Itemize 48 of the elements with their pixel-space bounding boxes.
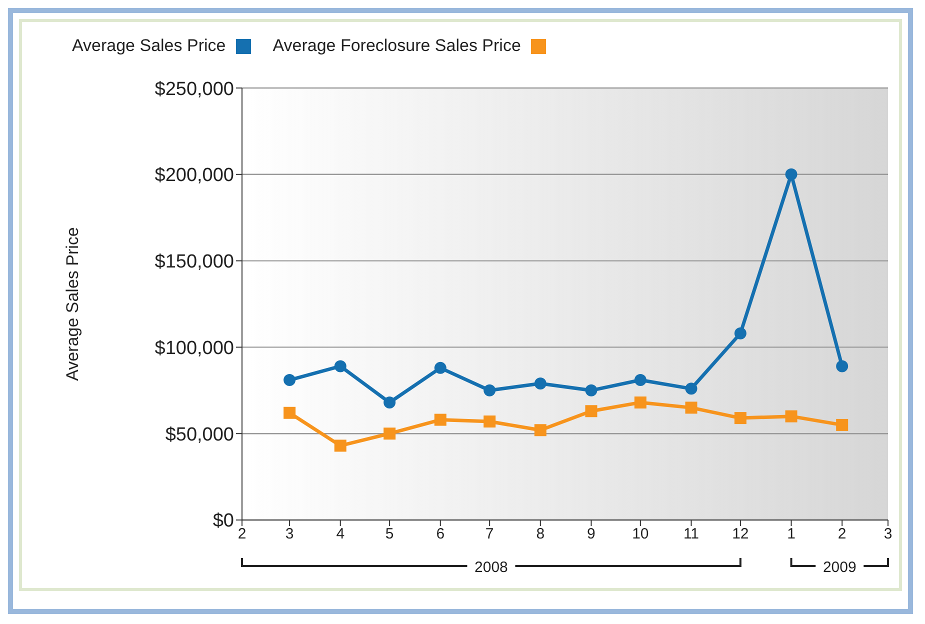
y-axis-title: Average Sales Price [63, 227, 82, 381]
y-tick-label: $0 [212, 510, 234, 532]
point [484, 384, 496, 396]
x-tick-label: 2 [238, 526, 246, 543]
x-tick-label: 9 [587, 526, 596, 543]
point [534, 377, 546, 390]
point [634, 396, 646, 408]
x-tick-label: 1 [787, 526, 796, 543]
point [785, 410, 798, 422]
y-tick-label: $50,000 [165, 424, 234, 446]
point [585, 405, 598, 418]
legend-label: Average Foreclosure Sales Price [272, 36, 521, 56]
x-tick-label: 7 [485, 526, 494, 543]
point [585, 384, 598, 396]
x-tick-label: 6 [436, 526, 445, 543]
x-tick-label: 2 [838, 526, 846, 543]
x-tick-label: 5 [385, 526, 394, 543]
y-tick-label: $250,000 [154, 78, 234, 100]
point [734, 412, 746, 424]
point [334, 360, 346, 372]
point [634, 374, 646, 386]
legend-label: Average Sales Price [72, 36, 226, 56]
point [685, 402, 698, 414]
x-tick-label: 12 [732, 526, 749, 543]
y-tick-label: $100,000 [154, 338, 234, 359]
y-tick-label: $150,000 [154, 252, 234, 273]
point [384, 396, 396, 408]
point [685, 382, 698, 395]
year-brackets: 2008 2009 [22, 550, 902, 590]
point [836, 418, 848, 431]
x-tick-label: 11 [683, 526, 700, 543]
x-tick-label: 4 [336, 526, 345, 543]
point [284, 406, 296, 419]
point [284, 374, 296, 386]
x-tick-label: 8 [536, 526, 545, 543]
x-tick-label: 3 [884, 526, 892, 543]
point [785, 168, 798, 180]
x-tick-label: 3 [285, 526, 294, 543]
point [384, 428, 396, 440]
point [484, 416, 496, 428]
point [534, 424, 546, 436]
point [734, 327, 746, 340]
x-tick-label: 10 [632, 526, 649, 543]
point [434, 362, 446, 374]
y-tick-label: $200,000 [154, 165, 234, 186]
point [836, 360, 848, 372]
point [434, 414, 446, 426]
point [334, 440, 346, 452]
